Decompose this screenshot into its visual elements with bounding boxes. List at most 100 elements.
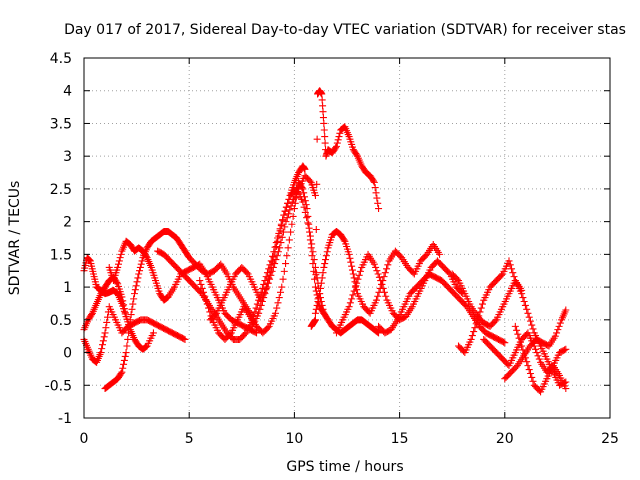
data-point [321, 133, 329, 141]
data-point [200, 288, 208, 296]
data-point [263, 279, 271, 287]
x-tick-label: 25 [601, 431, 619, 447]
data-point [281, 223, 289, 231]
data-point [311, 263, 319, 271]
data-point [372, 189, 380, 197]
data-point [137, 260, 145, 268]
series-trace-11 [311, 227, 444, 317]
data-point [311, 316, 319, 324]
data-point [323, 248, 331, 256]
data-point [118, 293, 126, 301]
y-tick-label: -0.5 [45, 378, 72, 394]
data-point [473, 316, 481, 324]
data-point [322, 252, 330, 260]
series-trace-16 [480, 329, 570, 376]
data-point [319, 269, 327, 277]
axis-ticks [83, 57, 611, 419]
data-point [374, 199, 382, 207]
data-point [500, 338, 508, 346]
y-tick-label: -1 [58, 411, 72, 427]
data-point [501, 339, 509, 347]
data-point [380, 273, 388, 281]
data-point [436, 250, 444, 258]
data-point [477, 304, 485, 312]
data-point [125, 329, 133, 337]
data-point [308, 240, 316, 248]
data-point [491, 317, 499, 325]
data-point [555, 322, 563, 330]
x-tick-label: 10 [285, 431, 303, 447]
data-point [532, 345, 540, 353]
data-point [313, 180, 321, 188]
data-point [374, 292, 382, 300]
data-point [513, 326, 521, 334]
plot-frame [83, 57, 611, 419]
y-tick-label: 2 [63, 215, 72, 231]
data-point [319, 102, 327, 110]
data-point [116, 254, 124, 262]
data-point [253, 329, 261, 337]
data-point [315, 294, 323, 302]
data-point [311, 283, 319, 291]
data-point [321, 260, 329, 268]
data-point [562, 306, 570, 314]
series-trace-12 [332, 250, 467, 337]
data-point [521, 301, 529, 309]
data-point [97, 349, 105, 357]
data-point [279, 275, 287, 283]
data-point [266, 269, 274, 277]
data-point [374, 328, 382, 336]
data-point [510, 273, 518, 281]
data-point [321, 139, 329, 147]
x-tick-label: 0 [80, 431, 89, 447]
data-point [117, 250, 125, 258]
data-point [275, 294, 283, 302]
data-point [313, 135, 321, 143]
data-point [205, 304, 213, 312]
data-point [180, 335, 188, 343]
series-trace-3 [80, 273, 157, 353]
data-point [551, 332, 559, 340]
data-point [372, 296, 380, 304]
data-point [303, 214, 311, 222]
data-point [138, 257, 146, 265]
data-point [130, 295, 138, 303]
data-point [267, 263, 275, 271]
data-point [340, 236, 348, 244]
data-point [346, 254, 354, 262]
data-point [277, 222, 285, 230]
data-point [319, 114, 327, 122]
data-point [121, 352, 129, 360]
data-point [283, 252, 291, 260]
data-point [561, 346, 569, 354]
data-point [120, 301, 128, 309]
data-point [98, 345, 106, 353]
data-point [382, 292, 390, 300]
data-point [280, 211, 288, 219]
data-point [310, 256, 318, 264]
data-point [103, 318, 111, 326]
data-point [278, 283, 286, 291]
data-point [332, 144, 340, 152]
data-point [525, 313, 533, 321]
data-point [226, 330, 234, 338]
data-marks [80, 87, 570, 396]
data-point [353, 279, 361, 287]
data-point [370, 178, 378, 186]
data-point [115, 257, 123, 265]
data-point [276, 244, 284, 252]
data-point [162, 294, 170, 302]
data-point [332, 142, 340, 150]
data-point [529, 325, 537, 333]
data-point [125, 322, 133, 330]
data-point [274, 237, 282, 245]
data-point [381, 269, 389, 277]
y-tick-label: 1.5 [50, 247, 72, 263]
data-point [278, 233, 286, 241]
data-point [241, 330, 249, 338]
data-point [119, 364, 127, 372]
data-point [453, 275, 461, 283]
data-point [351, 283, 359, 291]
data-point [354, 275, 362, 283]
